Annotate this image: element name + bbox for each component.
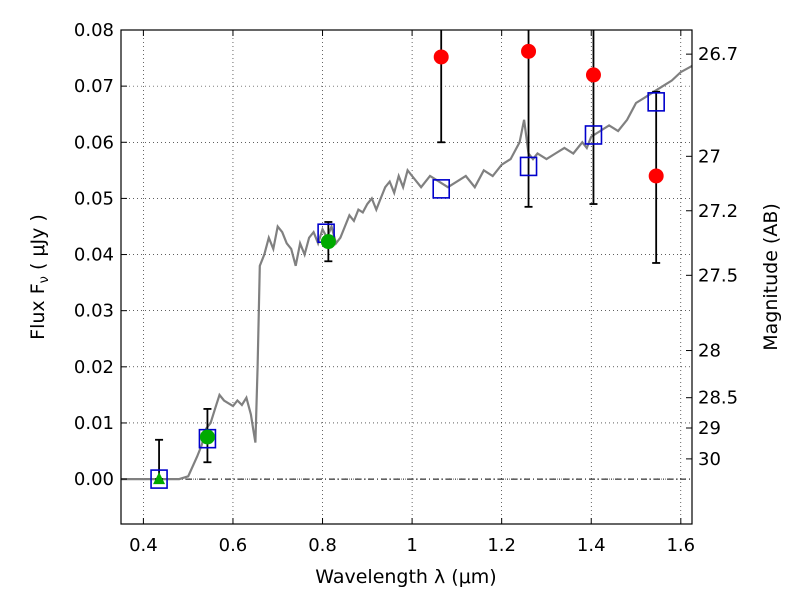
x-tick-label: 1.6: [666, 535, 695, 556]
right-tick-label: 27.5: [698, 265, 738, 286]
right-tick-label: 27: [698, 146, 721, 167]
x-tick-label: 0.6: [219, 535, 248, 556]
y-tick-label: 0.08: [74, 20, 114, 41]
y-tick-label: 0.06: [74, 132, 114, 153]
right-tick-label: 28: [698, 341, 721, 362]
y-axis-title-unit: ( μJy ): [27, 214, 49, 276]
y-tick-label: 0.05: [74, 188, 114, 209]
nondetection-point: [585, 67, 601, 83]
right-tick-label: 26.7: [698, 44, 738, 65]
y-axis-title: Flux Fν ( μJy ): [27, 214, 52, 340]
model-photometry-square: [647, 92, 665, 112]
model-spectrum-line: [121, 64, 693, 481]
y-tick-label: 0.01: [74, 413, 114, 434]
model-photometry-square: [519, 156, 538, 177]
y-tick-label: 0.07: [74, 76, 114, 97]
y-tick-label: 0.03: [74, 301, 114, 322]
detection-point: [320, 234, 336, 250]
nondetection-point: [521, 43, 537, 59]
x-tick-label: 0.8: [308, 535, 337, 556]
observed-points: [153, 43, 664, 485]
x-tick-label: 0.4: [129, 535, 158, 556]
right-tick-label: 27.2: [698, 201, 738, 222]
y-axis-title-subscript: ν: [37, 276, 52, 283]
y-axis-title-main: Flux F: [27, 283, 49, 339]
y-tick-label: 0.00: [74, 469, 114, 490]
right-tick-label: 30: [698, 449, 721, 470]
right-tick-label: 29: [698, 418, 721, 439]
detection-point: [199, 429, 215, 445]
nondetection-point: [433, 49, 449, 65]
nondetection-point: [648, 168, 664, 184]
y-tick-label: 0.04: [74, 245, 114, 266]
x-tick-label: 1.2: [487, 535, 516, 556]
upper-limit-triangle: [153, 472, 166, 485]
model-photometry-square: [584, 125, 603, 145]
right-axis-title: Magnitude (AB): [760, 203, 782, 351]
y-axis-ticks: 0.00 0.01 0.02 0.03 0.04 0.05 0.06 0.07 0.08: [74, 20, 127, 490]
y-tick-label: 0.02: [74, 357, 114, 378]
model-photometry-square: [432, 179, 451, 199]
model-photometry-square: [150, 469, 168, 489]
right-axis-ticks: 26.7 27 27.2 27.5 28 28.5 29 30: [686, 44, 738, 470]
x-axis-title: Wavelength λ (μm): [315, 566, 496, 588]
x-tick-label: 1.4: [577, 535, 606, 556]
x-tick-label: 1: [406, 535, 417, 556]
x-axis-ticks: 0.4 0.6 0.8 1 1.2 1.4 1.6: [129, 30, 695, 556]
plot-frame: [120, 29, 693, 525]
right-tick-label: 28.5: [698, 388, 738, 409]
